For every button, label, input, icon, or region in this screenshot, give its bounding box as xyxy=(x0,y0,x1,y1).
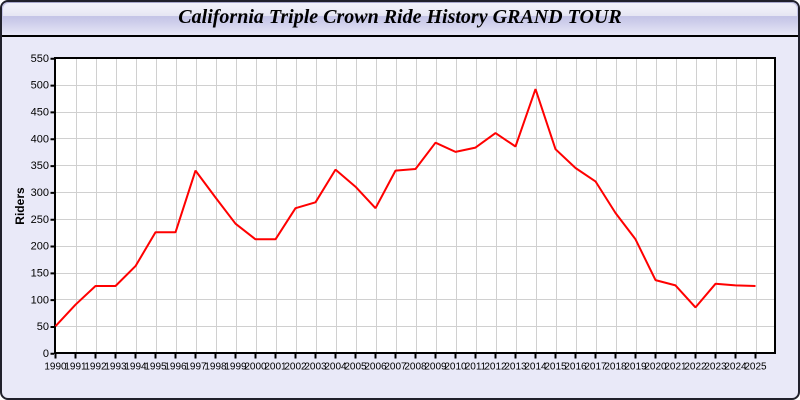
svg-text:2014: 2014 xyxy=(524,362,547,373)
svg-text:2017: 2017 xyxy=(584,362,607,373)
svg-text:550: 550 xyxy=(31,53,49,65)
svg-text:2023: 2023 xyxy=(704,362,727,373)
svg-text:1994: 1994 xyxy=(124,362,147,373)
svg-text:2008: 2008 xyxy=(404,362,427,373)
svg-text:2000: 2000 xyxy=(244,362,267,373)
svg-text:0: 0 xyxy=(43,348,49,360)
svg-text:2016: 2016 xyxy=(564,362,587,373)
svg-text:2012: 2012 xyxy=(484,362,507,373)
svg-text:200: 200 xyxy=(31,241,49,253)
svg-text:2003: 2003 xyxy=(304,362,327,373)
svg-text:2006: 2006 xyxy=(364,362,387,373)
svg-text:Riders: Riders xyxy=(13,187,27,225)
svg-text:2007: 2007 xyxy=(384,362,407,373)
svg-text:1993: 1993 xyxy=(104,362,127,373)
svg-text:2004: 2004 xyxy=(324,362,347,373)
svg-text:2011: 2011 xyxy=(465,362,487,373)
svg-text:2015: 2015 xyxy=(544,362,567,373)
svg-text:1990: 1990 xyxy=(44,362,67,373)
svg-text:100: 100 xyxy=(31,294,49,306)
svg-text:2018: 2018 xyxy=(604,362,627,373)
svg-text:2019: 2019 xyxy=(624,362,647,373)
svg-text:2009: 2009 xyxy=(424,362,447,373)
svg-text:450: 450 xyxy=(31,107,49,119)
svg-text:2025: 2025 xyxy=(744,362,767,373)
svg-text:400: 400 xyxy=(31,133,49,145)
svg-text:2002: 2002 xyxy=(284,362,307,373)
svg-text:2020: 2020 xyxy=(644,362,667,373)
svg-text:2022: 2022 xyxy=(684,362,707,373)
svg-text:2010: 2010 xyxy=(444,362,467,373)
svg-text:1996: 1996 xyxy=(164,362,187,373)
svg-text:2021: 2021 xyxy=(664,362,687,373)
svg-text:2024: 2024 xyxy=(724,362,747,373)
svg-text:2001: 2001 xyxy=(264,362,287,373)
svg-text:1997: 1997 xyxy=(184,362,207,373)
svg-text:1998: 1998 xyxy=(204,362,227,373)
svg-text:1991: 1991 xyxy=(64,362,87,373)
svg-text:350: 350 xyxy=(31,160,49,172)
svg-text:250: 250 xyxy=(31,214,49,226)
svg-text:2013: 2013 xyxy=(504,362,527,373)
svg-text:1995: 1995 xyxy=(144,362,167,373)
svg-text:300: 300 xyxy=(31,187,49,199)
svg-text:500: 500 xyxy=(31,80,49,92)
svg-text:1992: 1992 xyxy=(84,362,107,373)
svg-text:150: 150 xyxy=(31,267,49,279)
svg-text:50: 50 xyxy=(37,321,49,333)
svg-text:1999: 1999 xyxy=(224,362,247,373)
svg-text:2005: 2005 xyxy=(344,362,367,373)
